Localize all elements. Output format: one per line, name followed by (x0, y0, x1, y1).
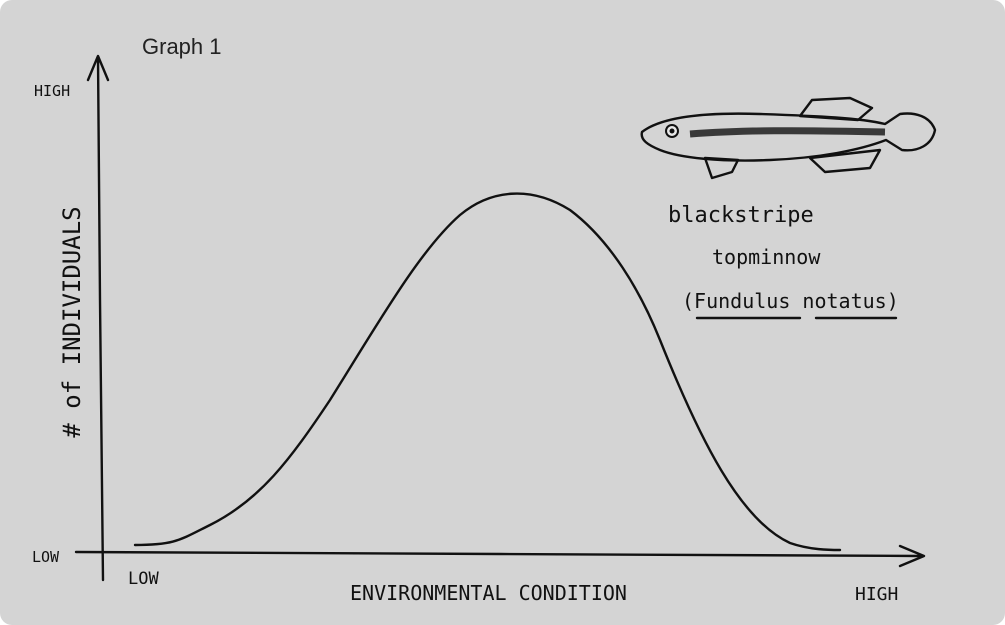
caption-line: (Fundulus notatus) (682, 289, 899, 313)
x-high-label: HIGH (855, 584, 898, 605)
x-axis (74, 544, 926, 568)
y-axis (86, 54, 110, 582)
x-axis-label: ENVIRONMENTAL CONDITION (350, 581, 627, 605)
distribution-curve (133, 192, 842, 552)
y-high-label: HIGH (34, 82, 70, 100)
x-low-label: LOW (128, 569, 159, 589)
y-axis-label: # of INDIVIDUALS (58, 206, 86, 437)
graph-title: Graph 1 (142, 34, 222, 59)
y-low-label: LOW (32, 548, 60, 566)
fish-illustration (640, 96, 937, 180)
caption-line: topminnow (712, 245, 821, 269)
caption-line: blackstripe (668, 203, 814, 228)
